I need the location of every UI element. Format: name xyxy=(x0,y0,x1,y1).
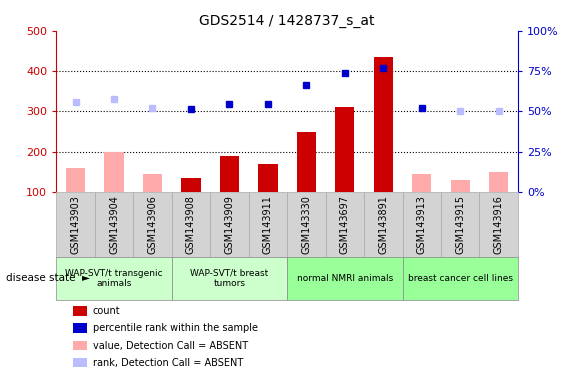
Bar xyxy=(287,192,325,257)
Title: GDS2514 / 1428737_s_at: GDS2514 / 1428737_s_at xyxy=(199,14,375,28)
Text: GSM143911: GSM143911 xyxy=(263,195,273,254)
Bar xyxy=(104,152,124,192)
Text: breast cancer cell lines: breast cancer cell lines xyxy=(408,274,513,283)
Text: GSM143915: GSM143915 xyxy=(455,195,465,254)
Text: GSM143908: GSM143908 xyxy=(186,195,196,254)
Text: percentile rank within the sample: percentile rank within the sample xyxy=(93,323,258,333)
Bar xyxy=(489,172,508,192)
Bar xyxy=(480,192,518,257)
Text: GSM143916: GSM143916 xyxy=(494,195,504,254)
Text: value, Detection Call = ABSENT: value, Detection Call = ABSENT xyxy=(93,341,248,351)
Bar xyxy=(220,156,239,192)
Bar xyxy=(258,164,278,192)
Bar xyxy=(133,192,172,257)
Text: disease state  ►: disease state ► xyxy=(6,273,90,283)
Text: GSM143904: GSM143904 xyxy=(109,195,119,254)
Text: WAP-SVT/t transgenic
animals: WAP-SVT/t transgenic animals xyxy=(65,269,163,288)
Bar xyxy=(297,131,316,192)
Bar xyxy=(403,192,441,257)
Text: GSM143913: GSM143913 xyxy=(417,195,427,254)
Bar xyxy=(412,174,431,192)
Bar xyxy=(95,192,133,257)
Bar xyxy=(143,174,162,192)
Text: GSM143697: GSM143697 xyxy=(340,195,350,254)
Bar xyxy=(249,192,287,257)
Bar xyxy=(181,178,200,192)
Text: count: count xyxy=(93,306,120,316)
Bar xyxy=(210,192,249,257)
Bar xyxy=(335,108,355,192)
Text: GSM143909: GSM143909 xyxy=(225,195,234,254)
Bar xyxy=(374,57,393,192)
Text: GSM143891: GSM143891 xyxy=(378,195,388,254)
Bar xyxy=(403,257,518,300)
Bar xyxy=(66,168,85,192)
Bar xyxy=(325,192,364,257)
Bar xyxy=(56,192,95,257)
Text: GSM143906: GSM143906 xyxy=(148,195,158,254)
Bar xyxy=(287,257,403,300)
Text: GSM143903: GSM143903 xyxy=(70,195,81,254)
Text: GSM143330: GSM143330 xyxy=(301,195,311,254)
Bar xyxy=(441,192,480,257)
Text: WAP-SVT/t breast
tumors: WAP-SVT/t breast tumors xyxy=(190,269,269,288)
Bar xyxy=(364,192,403,257)
Text: rank, Detection Call = ABSENT: rank, Detection Call = ABSENT xyxy=(93,358,243,368)
Bar xyxy=(172,192,210,257)
Bar xyxy=(172,257,287,300)
Bar xyxy=(56,257,172,300)
Bar xyxy=(450,180,470,192)
Text: normal NMRI animals: normal NMRI animals xyxy=(297,274,393,283)
